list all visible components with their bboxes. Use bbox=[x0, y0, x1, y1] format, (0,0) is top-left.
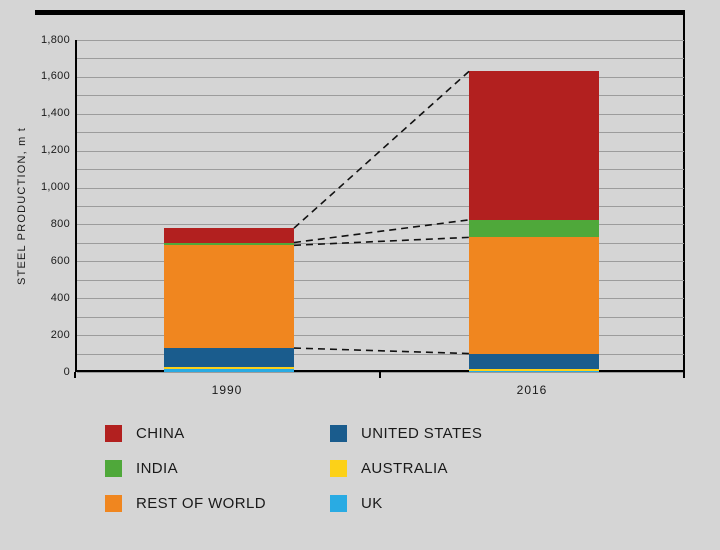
bar-segment-1990-united-states bbox=[164, 348, 294, 368]
gridline bbox=[77, 242, 684, 244]
legend-label: CHINA bbox=[136, 424, 185, 442]
legend-swatch-rest-of-world bbox=[105, 494, 122, 512]
bar-segment-2016-india bbox=[469, 219, 599, 238]
legend-swatch-china bbox=[105, 424, 122, 442]
y-tick-label: 1,200 bbox=[40, 144, 70, 157]
x-category-label-2016: 2016 bbox=[516, 383, 548, 397]
legend-item-uk: UK bbox=[330, 494, 482, 512]
y-tick-label: 800 bbox=[50, 217, 70, 230]
legend-label: REST OF WORLD bbox=[136, 494, 266, 512]
right-axis-line bbox=[683, 10, 685, 374]
connector-line bbox=[293, 236, 470, 247]
legend-swatch-india bbox=[105, 459, 122, 477]
y-tick-label: 1,400 bbox=[40, 107, 70, 120]
gridline bbox=[77, 113, 684, 115]
y-tick-label: 1,800 bbox=[40, 33, 70, 46]
legend-label: UK bbox=[361, 494, 383, 512]
gridline bbox=[77, 261, 684, 263]
legend: CHINA UNITED STATES INDIA AUSTRALIA REST OF … bbox=[105, 424, 482, 512]
gridline bbox=[77, 224, 684, 226]
y-tick-label: 600 bbox=[50, 254, 70, 267]
bar-segment-2016-rest-of-world bbox=[469, 237, 599, 354]
bar-segment-1990-china bbox=[164, 228, 294, 243]
top-rule bbox=[35, 10, 685, 15]
gridline bbox=[77, 335, 684, 337]
bar-segment-1990-rest-of-world bbox=[164, 245, 294, 349]
gridline bbox=[77, 95, 684, 97]
connector-overlay bbox=[293, 70, 470, 355]
legend-item-rest-of-world: REST OF WORLD bbox=[105, 494, 330, 512]
y-axis-title: STEEL PRODUCTION, m t bbox=[16, 126, 28, 286]
gridline bbox=[77, 298, 684, 300]
y-tick-label: 1,600 bbox=[40, 70, 70, 83]
x-tick-mark bbox=[379, 372, 381, 378]
bar-segment-2016-united-states bbox=[469, 353, 599, 370]
gridline bbox=[77, 76, 684, 78]
legend-item-china: CHINA bbox=[105, 424, 330, 442]
gridline bbox=[77, 169, 684, 171]
legend-swatch-uk bbox=[330, 494, 347, 512]
gridline bbox=[77, 316, 684, 318]
legend-label: INDIA bbox=[136, 459, 179, 477]
plot-area bbox=[75, 40, 684, 373]
connector-line bbox=[293, 70, 470, 229]
x-tick-mark bbox=[74, 372, 76, 378]
gridline bbox=[77, 279, 684, 281]
gridline bbox=[77, 40, 684, 41]
legend-swatch-australia bbox=[330, 459, 347, 477]
y-tick-label: 200 bbox=[50, 328, 70, 341]
connector-line bbox=[293, 219, 470, 244]
legend-swatch-united-states bbox=[330, 424, 347, 442]
bar-segment-1990-uk bbox=[164, 368, 294, 372]
y-tick-label: 400 bbox=[50, 291, 70, 304]
legend-item-india: INDIA bbox=[105, 459, 330, 477]
gridline bbox=[77, 206, 684, 207]
legend-label: UNITED STATES bbox=[361, 424, 483, 442]
legend-label: AUSTRALIA bbox=[361, 459, 448, 477]
legend-item-australia: AUSTRALIA bbox=[330, 459, 482, 477]
bar-segment-2016-uk bbox=[469, 370, 599, 372]
legend-item-united-states: UNITED STATES bbox=[330, 424, 482, 442]
gridline bbox=[77, 58, 684, 60]
bar-segment-2016-china bbox=[469, 71, 599, 220]
gridline bbox=[77, 150, 684, 152]
connector-line bbox=[293, 347, 470, 355]
bar-segment-2016-australia bbox=[469, 369, 599, 371]
gridline bbox=[77, 353, 684, 355]
x-tick-mark bbox=[683, 372, 685, 378]
bar-segment-1990-india bbox=[164, 242, 294, 246]
y-tick-label: 0 bbox=[63, 365, 70, 378]
gridline bbox=[77, 132, 684, 134]
bar-segment-1990-australia bbox=[164, 367, 294, 369]
gridline bbox=[77, 187, 684, 189]
x-category-label-1990: 1990 bbox=[211, 383, 243, 397]
y-tick-label: 1,000 bbox=[40, 181, 70, 194]
